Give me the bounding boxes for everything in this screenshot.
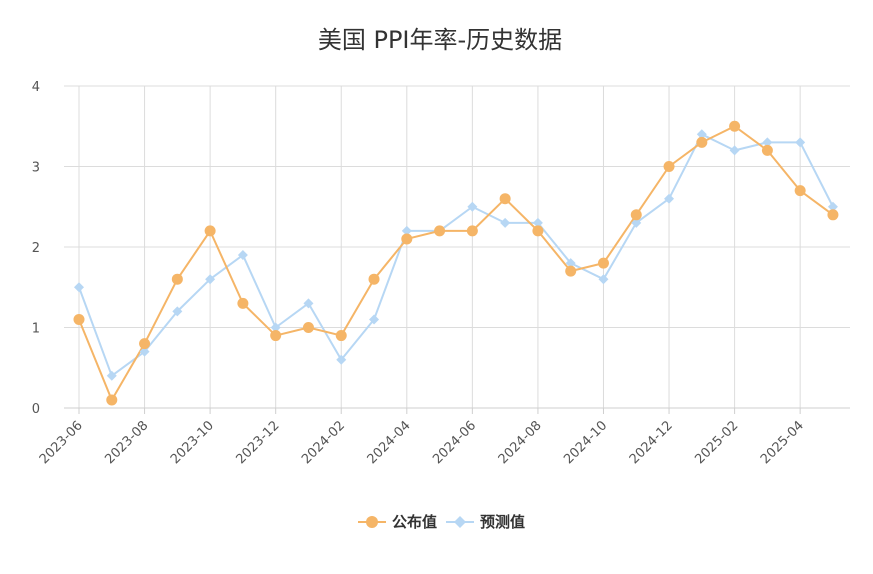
data-point-forecast[interactable] <box>106 370 117 381</box>
x-tick-label: 2024-08 <box>496 418 545 467</box>
legend-marker <box>454 516 466 528</box>
y-tick-label: 2 <box>32 241 40 256</box>
data-point-actual[interactable] <box>466 225 478 237</box>
y-tick-label: 4 <box>32 80 40 95</box>
data-point-actual[interactable] <box>434 225 446 237</box>
data-point-actual[interactable] <box>597 257 609 269</box>
data-point-actual[interactable] <box>532 225 544 237</box>
data-point-forecast[interactable] <box>565 258 576 269</box>
data-point-actual[interactable] <box>761 144 773 156</box>
data-point-forecast[interactable] <box>237 250 248 261</box>
data-point-forecast[interactable] <box>729 145 740 156</box>
data-point-actual[interactable] <box>368 273 380 285</box>
y-tick-label: 1 <box>32 322 40 337</box>
data-point-forecast[interactable] <box>500 217 511 228</box>
x-tick-label: 2024-12 <box>627 418 676 467</box>
data-point-actual[interactable] <box>335 330 347 342</box>
data-point-actual[interactable] <box>794 185 806 197</box>
series-line-0 <box>78 125 834 401</box>
data-point-actual[interactable] <box>401 233 413 245</box>
y-tick-label: 3 <box>32 161 40 176</box>
series-markers <box>73 120 839 406</box>
x-tick-label: 2024-10 <box>561 418 610 467</box>
data-point-actual[interactable] <box>106 394 118 406</box>
x-tick-label: 2024-06 <box>430 418 479 467</box>
data-point-forecast[interactable] <box>369 314 380 325</box>
legend[interactable]: 公布值 预测值 <box>358 513 525 531</box>
data-point-forecast[interactable] <box>827 201 838 212</box>
data-point-forecast[interactable] <box>336 354 347 365</box>
data-point-actual[interactable] <box>630 209 642 221</box>
data-point-actual[interactable] <box>827 209 839 221</box>
data-point-forecast[interactable] <box>631 217 642 228</box>
x-tick-label: 2023-12 <box>233 418 282 467</box>
data-point-actual[interactable] <box>565 265 577 277</box>
x-tick-label: 2023-06 <box>37 418 86 467</box>
data-point-forecast[interactable] <box>795 137 806 148</box>
data-point-forecast[interactable] <box>467 201 478 212</box>
data-point-actual[interactable] <box>73 313 85 325</box>
data-point-actual[interactable] <box>171 273 183 285</box>
data-point-forecast[interactable] <box>664 193 675 204</box>
data-point-forecast[interactable] <box>401 225 412 236</box>
data-point-forecast[interactable] <box>172 306 183 317</box>
x-tick-label: 2024-04 <box>365 418 414 467</box>
x-tick-label: 2025-04 <box>758 418 807 467</box>
legend-marker <box>366 516 378 528</box>
series-lines <box>78 125 834 401</box>
x-tick-label: 2023-10 <box>168 418 217 467</box>
data-point-actual[interactable] <box>663 161 675 172</box>
legend-item-0[interactable]: 公布值 <box>358 513 437 531</box>
data-point-forecast[interactable] <box>74 282 84 293</box>
data-point-actual[interactable] <box>696 136 708 148</box>
legend-item-1[interactable]: 预测值 <box>446 513 525 531</box>
chart-title: 美国 PPI年率-历史数据 <box>318 26 562 54</box>
data-point-forecast[interactable] <box>270 322 281 333</box>
data-point-forecast[interactable] <box>139 346 150 357</box>
data-point-forecast[interactable] <box>598 274 609 285</box>
data-point-forecast[interactable] <box>696 129 707 140</box>
data-point-forecast[interactable] <box>303 298 314 309</box>
data-point-forecast[interactable] <box>532 217 543 228</box>
legend-label: 公布值 <box>392 513 437 531</box>
x-tick-label: 2023-08 <box>102 418 151 467</box>
data-point-actual[interactable] <box>270 330 282 342</box>
series-line-1 <box>78 133 834 377</box>
data-point-actual[interactable] <box>499 193 511 205</box>
data-point-actual[interactable] <box>237 297 249 309</box>
y-axis: 0 1 2 3 4 <box>32 80 40 417</box>
data-point-actual[interactable] <box>302 322 314 333</box>
x-axis: 2023-06 2023-08 2023-10 2023-12 2024-02 2024-… <box>37 407 850 467</box>
grid <box>64 85 850 409</box>
data-point-forecast[interactable] <box>762 137 773 148</box>
x-tick-label: 2025-02 <box>692 418 741 467</box>
y-tick-label: 0 <box>32 402 40 417</box>
data-point-actual[interactable] <box>729 120 741 132</box>
legend-label: 预测值 <box>480 513 525 531</box>
x-tick-label: 2024-02 <box>299 418 348 467</box>
data-point-forecast[interactable] <box>205 274 216 285</box>
data-point-actual[interactable] <box>139 338 151 350</box>
data-point-actual[interactable] <box>204 225 216 237</box>
